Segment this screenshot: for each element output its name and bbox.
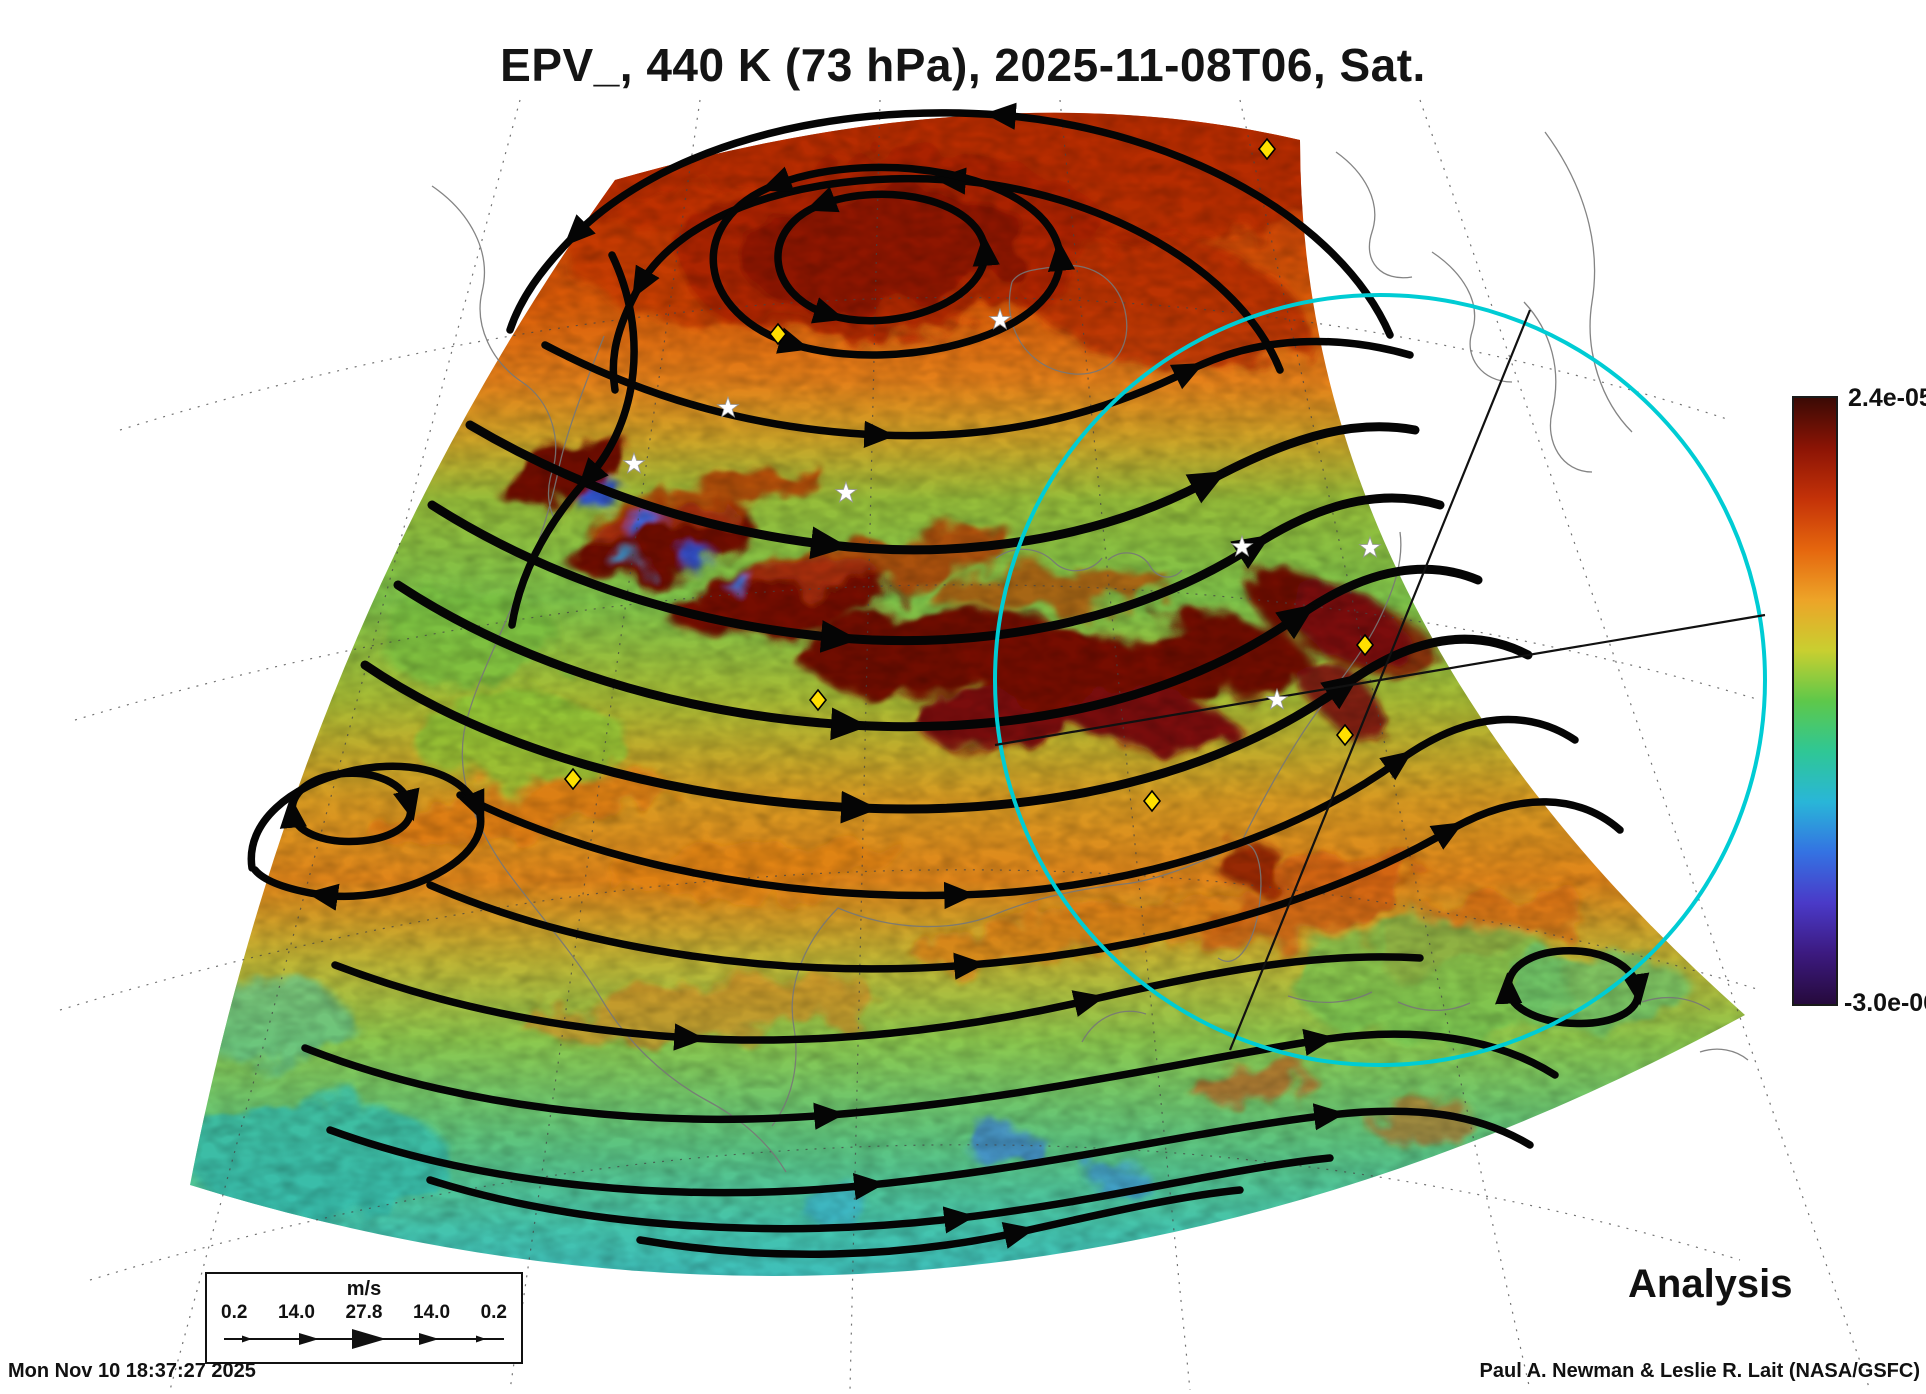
wind-legend-value: 14.0 [277, 1302, 315, 1323]
streamline-eddy-loop [1504, 947, 1638, 1028]
wind-scale-arrows [224, 1329, 504, 1349]
streamline [541, 337, 1414, 448]
cross-section-circle [993, 293, 1767, 1067]
wind-legend-value: 27.8 [345, 1302, 383, 1323]
streamline [301, 1028, 1559, 1130]
colorbar-gradient [1792, 396, 1838, 1006]
streamline [426, 1154, 1334, 1234]
wind-legend-units: m/s [346, 1278, 382, 1300]
streamline [426, 798, 1624, 980]
colorbar-min-label: -3.0e-06 [1844, 989, 1926, 1017]
arrow-icon [476, 1335, 486, 1343]
analysis-label: Analysis [1628, 1262, 1793, 1306]
wind-speed-legend: m/s 0.2 14.0 27.8 14.0 0.2 [205, 1272, 523, 1364]
streamline [508, 251, 638, 629]
arrow-icon [352, 1329, 386, 1349]
streamline-vortex-loop [709, 167, 1064, 355]
colorbar: 2.4e-05 -3.0e-06 [1792, 384, 1926, 1017]
arrow-icon [242, 1335, 252, 1343]
streamline [506, 102, 1394, 339]
colorbar-max-label: 2.4e-05 [1848, 384, 1926, 412]
cross-section-lines [994, 309, 1766, 1051]
wind-legend-value: 0.2 [480, 1302, 507, 1323]
cross-section-overlay [993, 293, 1767, 1067]
arrow-icon [299, 1333, 319, 1345]
wind-legend-values: 0.2 14.0 27.8 14.0 0.2 [207, 1302, 521, 1324]
streamlines [247, 102, 1638, 1259]
streamline [636, 1186, 1244, 1259]
wind-legend-value: 0.2 [221, 1302, 248, 1323]
streamline [326, 1103, 1534, 1201]
wind-legend-value: 14.0 [413, 1302, 451, 1323]
streamline-vortex-loop [774, 194, 989, 320]
page-title: EPV_, 440 K (73 hPa), 2025-11-08T06, Sat… [500, 39, 1426, 91]
streamline [609, 167, 1284, 394]
streamline-eddy [247, 762, 485, 911]
timestamp: Mon Nov 10 18:37:27 2025 [8, 1360, 256, 1382]
arrow-icon [419, 1333, 439, 1345]
credit: Paul A. Newman & Leslie R. Lait (NASA/GS… [1479, 1360, 1920, 1382]
